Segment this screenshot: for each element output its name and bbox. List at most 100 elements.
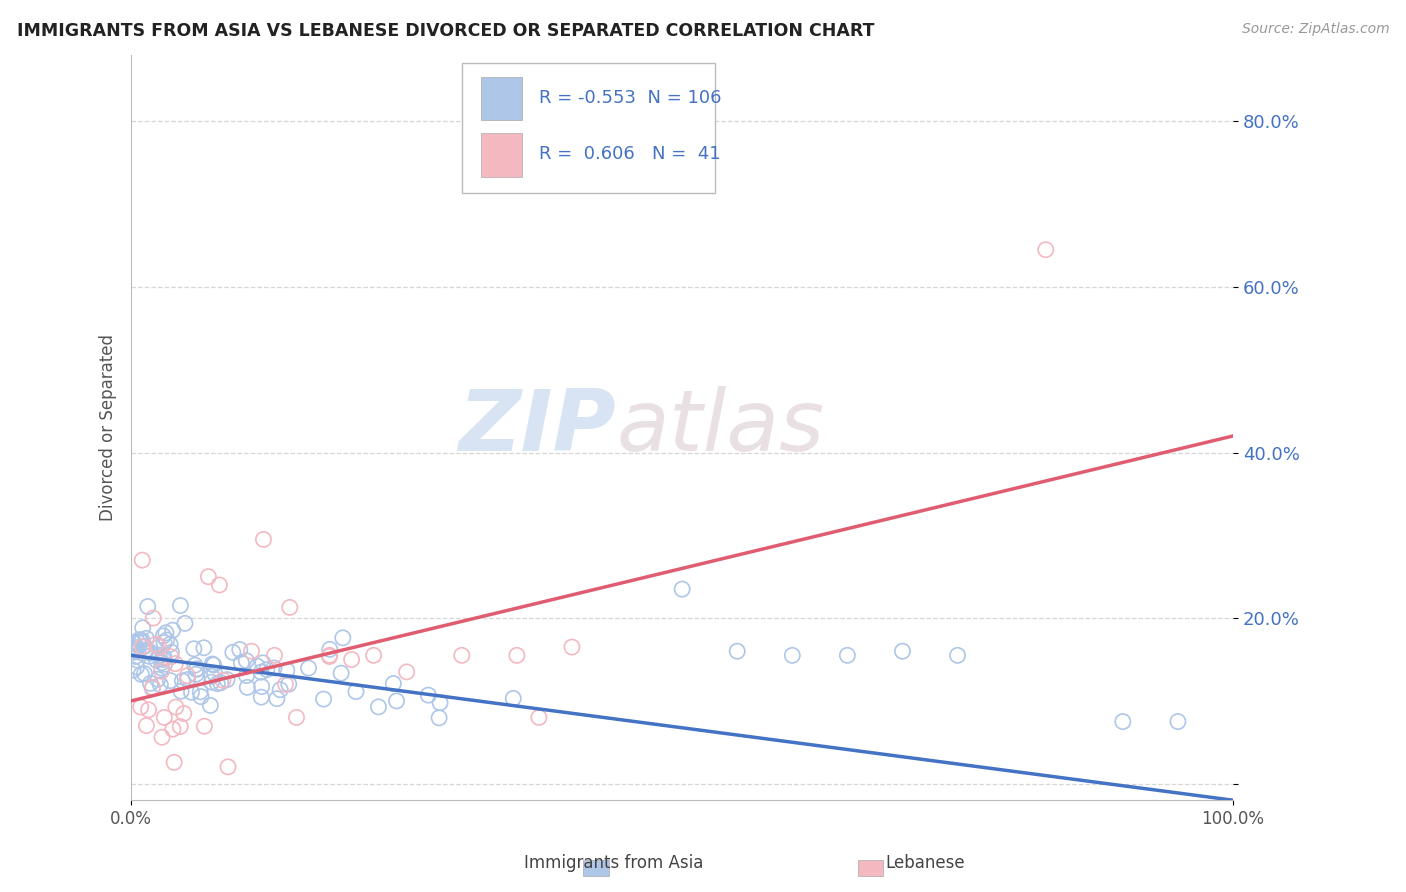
Point [429,696,451,710]
Point [138,644,160,658]
Point [367,699,389,714]
Point [159,673,181,688]
Point [124,649,146,664]
Point [235,668,257,682]
Point [891,644,914,658]
Point [169,599,191,613]
Point [263,661,285,675]
Point [263,648,285,663]
Point [1035,243,1057,257]
Point [188,684,211,698]
Point [135,719,157,733]
Point [277,677,299,691]
Point [209,675,232,690]
Point [418,688,440,702]
Point [165,657,187,671]
Point [395,665,418,679]
Point [318,649,340,664]
Point [139,646,162,660]
Point [173,706,195,721]
Point [427,711,450,725]
Point [134,666,156,681]
Point [332,631,354,645]
Point [318,648,340,663]
Point [184,667,207,681]
Point [170,684,193,698]
Point [506,648,529,663]
Point [131,633,153,648]
Point [141,681,163,696]
Point [250,690,273,704]
FancyBboxPatch shape [461,62,716,193]
Point [174,616,197,631]
Point [150,731,173,745]
Point [252,656,274,670]
Point [176,673,198,687]
Y-axis label: Divorced or Separated: Divorced or Separated [100,334,117,521]
Point [527,710,550,724]
Point [204,666,226,681]
Point [252,533,274,547]
Point [186,662,208,676]
Point [319,642,342,657]
Point [145,653,167,667]
Text: ZIP: ZIP [458,386,616,469]
Point [162,722,184,736]
Point [136,599,159,614]
Point [297,661,319,675]
Point [269,682,291,697]
Point [163,756,186,770]
Point [201,657,224,671]
Point [156,633,179,648]
Text: R =  0.606   N =  41: R = 0.606 N = 41 [538,145,720,163]
Point [837,648,859,663]
Point [250,665,273,680]
Point [193,640,215,655]
Point [165,700,187,714]
Point [138,645,160,659]
Point [561,640,583,654]
Point [129,634,152,648]
Point [240,644,263,658]
Point [131,640,153,654]
Point [671,582,693,596]
Point [363,648,385,663]
Point [782,648,804,663]
Point [190,690,212,704]
Point [127,635,149,649]
Point [122,636,145,650]
Point [235,654,257,668]
Point [201,669,224,683]
Point [146,673,169,687]
Point [184,658,207,673]
Point [128,632,150,647]
Text: Immigrants from Asia: Immigrants from Asia [523,855,703,872]
Point [330,666,353,681]
Point [125,640,148,655]
Point [285,710,308,724]
Text: Lebanese: Lebanese [886,855,966,872]
Point [382,676,405,690]
Point [127,644,149,658]
Point [1112,714,1135,729]
Point [152,629,174,643]
Point [208,578,231,592]
Point [236,681,259,695]
Point [266,691,288,706]
Point [121,642,143,657]
Point [725,644,748,658]
Point [162,623,184,637]
Point [145,637,167,651]
Point [149,678,172,692]
Point [200,698,222,713]
Text: Source: ZipAtlas.com: Source: ZipAtlas.com [1241,22,1389,37]
Point [193,719,215,733]
Point [135,643,157,657]
Point [131,553,153,567]
Point [122,663,145,677]
Text: IMMIGRANTS FROM ASIA VS LEBANESE DIVORCED OR SEPARATED CORRELATION CHART: IMMIGRANTS FROM ASIA VS LEBANESE DIVORCE… [17,22,875,40]
Point [340,652,363,666]
Point [125,660,148,674]
Point [148,640,170,654]
Point [200,675,222,690]
